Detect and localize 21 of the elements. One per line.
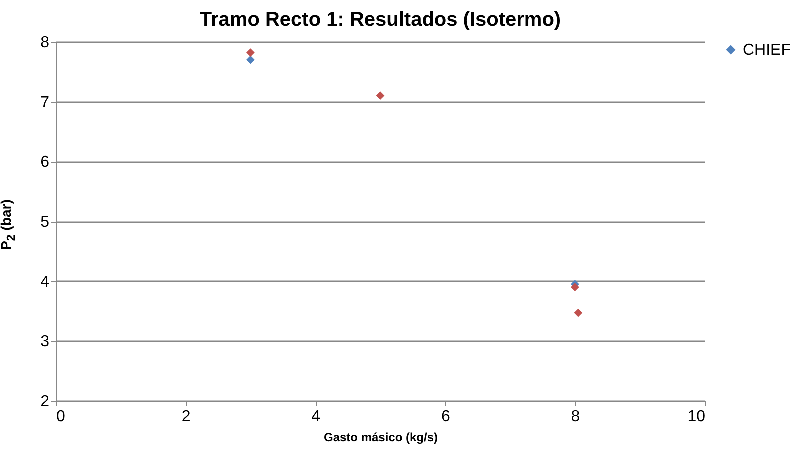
- y-tick-label: 4: [40, 274, 50, 291]
- y-tick-label: 5: [40, 214, 50, 231]
- x-tick-label: 8: [571, 408, 580, 426]
- point: [246, 48, 255, 57]
- x-axis-title: Gasto másico (kg/s): [324, 430, 438, 444]
- x-tick-label: 2: [182, 408, 191, 426]
- x-tick-label: 6: [441, 408, 450, 426]
- y-tick-label: 7: [40, 94, 50, 112]
- y-tick-label: 2: [40, 394, 50, 410]
- x-tick-label: 0: [56, 408, 66, 426]
- y-tick-label: 3: [40, 334, 50, 351]
- point: [571, 283, 580, 292]
- point: [376, 92, 385, 100]
- chart-title: Tramo Recto 1: Resultados (Isotermo): [200, 9, 562, 31]
- x-tick-label: 4: [312, 408, 321, 426]
- point: [574, 308, 583, 318]
- y-tick-label: 8: [40, 34, 50, 52]
- x-tick-label: 10: [688, 408, 706, 426]
- y-tick-label: 6: [40, 154, 50, 172]
- legend-label: CHIEF: [743, 42, 792, 59]
- point: [246, 56, 255, 64]
